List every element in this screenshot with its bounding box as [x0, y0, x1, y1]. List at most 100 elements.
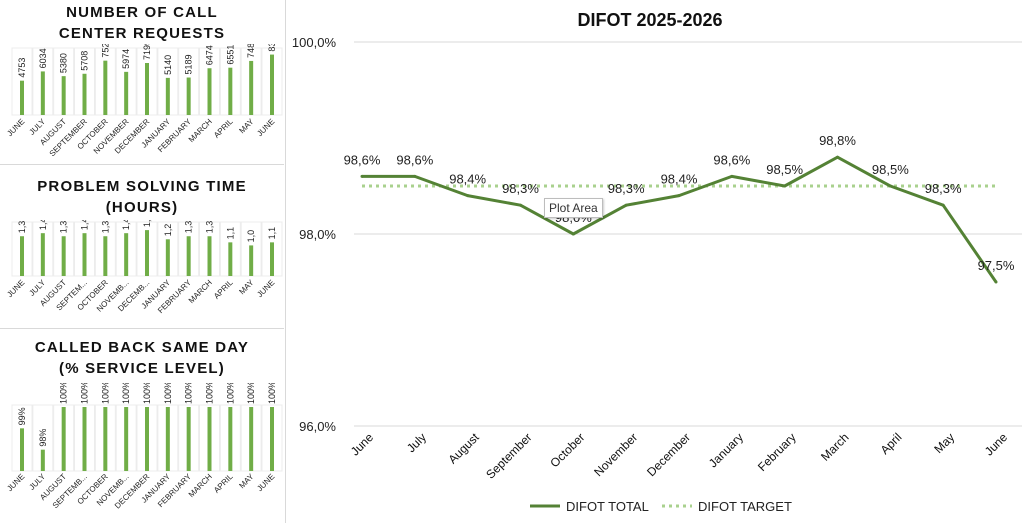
- category-label: JUNE: [255, 117, 276, 138]
- bar-value-label: 98%: [38, 429, 48, 447]
- bar: [207, 68, 212, 115]
- bar: [165, 407, 170, 471]
- bar-value-label: 1,3: [100, 221, 110, 234]
- x-tick-label: June: [348, 430, 377, 459]
- data-point: [624, 203, 628, 207]
- panel-title-line-2: (% SERVICE LEVEL): [59, 360, 225, 377]
- bar: [20, 80, 24, 115]
- legend-label-total: DIFOT TOTAL: [566, 499, 649, 514]
- difot-line-chart[interactable]: DIFOT 2025-2026 96,0% 98,0% 100,0% June July A…: [286, 0, 1023, 523]
- bar: [228, 242, 233, 276]
- bar: [249, 60, 254, 115]
- y-tick-label: 100,0%: [292, 35, 337, 50]
- bar: [207, 236, 212, 276]
- bar-value-label: 100%: [225, 383, 235, 404]
- bar: [249, 407, 254, 471]
- bar: [165, 77, 170, 115]
- call-requests-chart: 4753JUNE6034JULY5380AUGUST5708SEPTEMBER7…: [5, 44, 283, 158]
- bar: [103, 60, 108, 115]
- category-label: JUNE: [5, 278, 26, 299]
- data-label: 98,3%: [925, 181, 962, 196]
- category-label: JUNE: [5, 117, 26, 138]
- bar: [145, 407, 149, 471]
- bar-value-label: 1,4: [38, 220, 48, 230]
- category-label: JUNE: [5, 472, 26, 493]
- x-tick-label: March: [818, 430, 851, 463]
- bar: [186, 77, 191, 115]
- bar: [228, 407, 233, 471]
- panel-title-line-1: CALLED BACK SAME DAY: [34, 339, 250, 356]
- bar-value-label: 100%: [100, 383, 110, 404]
- bar: [124, 233, 129, 276]
- bar-value-label: 5189: [184, 54, 194, 74]
- bar: [40, 233, 45, 276]
- y-tick-label: 96,0%: [299, 419, 336, 434]
- bar-value-label: 99%: [17, 407, 27, 425]
- bar: [20, 236, 24, 276]
- bar: [61, 236, 66, 276]
- bar-value-label: 1,3: [17, 221, 27, 234]
- x-tick-label: October: [547, 430, 587, 470]
- data-point: [836, 155, 839, 159]
- bar-value-label: 7485: [246, 44, 256, 58]
- x-tick-label: December: [644, 430, 693, 479]
- bar: [103, 236, 108, 276]
- data-point: [730, 174, 734, 178]
- data-point: [519, 203, 522, 207]
- called-back-chart: 99%JUNE98%JULY100%AUGUST100%SEPTEMB...10…: [5, 383, 283, 510]
- data-point: [941, 203, 945, 207]
- bar-value-label: 1,4: [80, 220, 90, 230]
- x-tick-label: February: [755, 430, 799, 474]
- called-back-panel: CALLED BACK SAME DAY (% SERVICE LEVEL) 9…: [0, 329, 284, 523]
- category-label: MAY: [237, 278, 256, 297]
- divider: [0, 328, 284, 329]
- bar-value-label: 6034: [38, 48, 48, 68]
- data-label: 98,5%: [766, 162, 803, 177]
- bar: [103, 407, 108, 471]
- data-label: 98,8%: [819, 133, 856, 148]
- data-label: 98,4%: [449, 172, 486, 187]
- problem-solving-panel: PROBLEM SOLVING TIME (HOURS) 1,3 JUNE 1,4 J…: [0, 165, 284, 328]
- bar: [270, 54, 274, 115]
- bar-value-label: 5140: [163, 55, 173, 75]
- data-label: 98,6%: [713, 152, 750, 167]
- x-tick-label: April: [878, 430, 905, 457]
- bar: [82, 407, 87, 471]
- data-point: [360, 174, 364, 178]
- bar-value-label: 100%: [80, 383, 90, 404]
- category-label: MARCH: [187, 117, 214, 144]
- y-tick-label: 98,0%: [299, 227, 336, 242]
- category-label: APRIL: [212, 278, 235, 301]
- x-tick-label: August: [445, 430, 482, 467]
- bar-value-label: 100%: [246, 383, 256, 404]
- bar: [145, 63, 149, 115]
- bar-value-label: 100%: [59, 383, 69, 404]
- plot-area-tooltip: Plot Area: [544, 198, 603, 218]
- bar: [20, 428, 24, 471]
- bar-value-label: 1,3: [184, 221, 194, 234]
- data-point: [888, 184, 892, 188]
- bar: [186, 407, 191, 471]
- bar-value-label: 1,4: [121, 220, 131, 230]
- panel-title-line-1: NUMBER OF CALL: [66, 4, 218, 21]
- x-tick-label: November: [591, 430, 640, 479]
- bar: [228, 67, 233, 115]
- bar-value-label: 7525: [100, 44, 110, 58]
- bar-value-label: 7199: [142, 44, 152, 60]
- bar-value-label: 1,1: [225, 227, 235, 240]
- vertical-divider: [285, 0, 286, 523]
- bar-value-label: 1,3: [59, 221, 69, 234]
- bar-value-label: 4753: [17, 58, 27, 78]
- data-point: [994, 280, 998, 284]
- data-label: 98,3%: [502, 181, 539, 196]
- bar: [40, 71, 45, 115]
- bar: [82, 73, 87, 115]
- bar-value-label: 5708: [80, 51, 90, 71]
- data-point: [783, 184, 787, 188]
- data-label: 98,4%: [661, 172, 698, 187]
- data-label: 98,6%: [396, 152, 433, 167]
- bar-value-label: 100%: [267, 383, 277, 404]
- bar-value-label: 6551: [225, 45, 235, 65]
- bar: [186, 236, 191, 276]
- bar-value-label: 5380: [59, 53, 69, 73]
